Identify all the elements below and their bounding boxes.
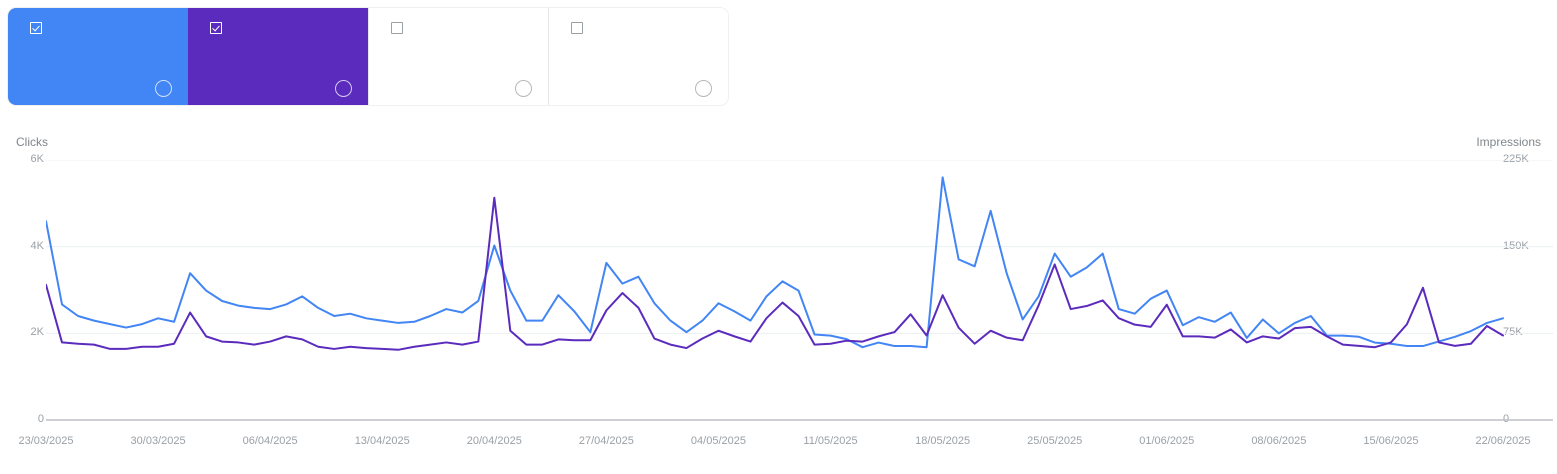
- x-tick-08/06/2025: 08/06/2025: [1251, 435, 1307, 447]
- right-tick-225K: 225K: [1503, 153, 1529, 165]
- metric-header-average-position: [571, 20, 714, 36]
- metric-header-total-clicks: [30, 20, 174, 36]
- left-tick-0: 0: [37, 413, 44, 425]
- metrics-summary-row: [8, 8, 728, 105]
- help-icon-total-impressions[interactable]: [335, 80, 352, 97]
- x-tick-13/04/2025: 13/04/2025: [354, 435, 410, 447]
- x-tick-25/05/2025: 25/05/2025: [1027, 435, 1083, 447]
- checkbox-average-ctr[interactable]: [391, 22, 403, 34]
- x-tick-23/03/2025: 23/03/2025: [18, 435, 74, 447]
- series-line-clicks: [46, 196, 1504, 351]
- x-tick-18/05/2025: 18/05/2025: [915, 435, 971, 447]
- x-tick-27/04/2025: 27/04/2025: [578, 435, 634, 447]
- left-tick-6K: 6K: [30, 153, 44, 165]
- chart-plot-area[interactable]: [46, 160, 1553, 421]
- right-tick-75K: 75K: [1503, 326, 1523, 339]
- checkbox-average-position[interactable]: [571, 22, 583, 34]
- x-tick-15/06/2025: 15/06/2025: [1363, 435, 1419, 447]
- x-tick-01/06/2025: 01/06/2025: [1139, 435, 1195, 447]
- checkbox-total-impressions[interactable]: [210, 22, 222, 34]
- metric-card-total-clicks[interactable]: [8, 8, 188, 105]
- left-tick-2K: 2K: [30, 326, 44, 339]
- x-tick-20/04/2025: 20/04/2025: [466, 435, 522, 447]
- x-tick-22/06/2025: 22/06/2025: [1475, 435, 1531, 447]
- right-axis-title: Impressions: [1476, 135, 1541, 149]
- metric-card-average-ctr[interactable]: [368, 8, 548, 105]
- metric-card-average-position[interactable]: [548, 8, 728, 105]
- metric-header-total-impressions: [210, 20, 354, 36]
- x-tick-30/03/2025: 30/03/2025: [130, 435, 186, 447]
- performance-chart: Clicks Impressions 6K 4K 2K 0 225K 150K 75K 0 …: [0, 115, 1557, 474]
- metric-header-average-ctr: [391, 20, 534, 36]
- help-icon-total-clicks[interactable]: [155, 80, 172, 97]
- help-icon-average-position[interactable]: [695, 80, 712, 97]
- x-tick-04/05/2025: 04/05/2025: [690, 435, 746, 447]
- right-tick-150K: 150K: [1503, 239, 1529, 252]
- x-tick-11/05/2025: 11/05/2025: [803, 435, 858, 447]
- series-line-impressions: [46, 176, 1504, 349]
- metric-card-total-impressions[interactable]: [188, 8, 368, 105]
- left-axis-title: Clicks: [16, 135, 48, 149]
- checkbox-total-clicks[interactable]: [30, 22, 42, 34]
- x-tick-06/04/2025: 06/04/2025: [242, 435, 298, 447]
- help-icon-average-ctr[interactable]: [515, 80, 532, 97]
- left-tick-4K: 4K: [30, 239, 44, 252]
- right-tick-0: 0: [1503, 413, 1510, 425]
